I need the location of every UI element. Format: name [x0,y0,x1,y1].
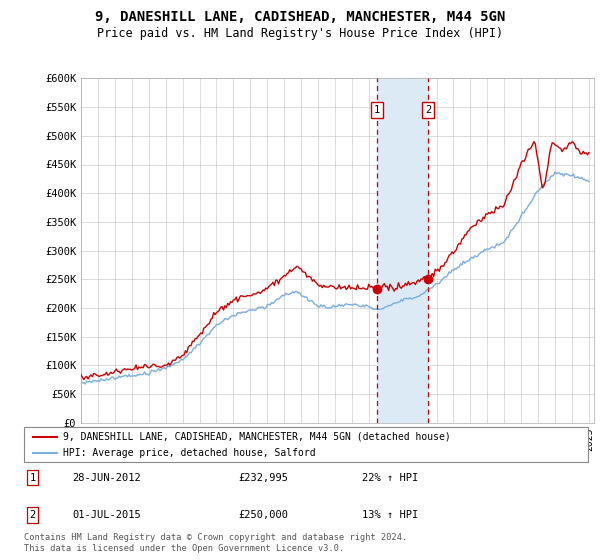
Text: 13% ↑ HPI: 13% ↑ HPI [362,510,419,520]
Text: Contains HM Land Registry data © Crown copyright and database right 2024.
This d: Contains HM Land Registry data © Crown c… [24,533,407,553]
Text: 22% ↑ HPI: 22% ↑ HPI [362,473,419,483]
Text: Price paid vs. HM Land Registry's House Price Index (HPI): Price paid vs. HM Land Registry's House … [97,27,503,40]
Text: 9, DANESHILL LANE, CADISHEAD, MANCHESTER, M44 5GN (detached house): 9, DANESHILL LANE, CADISHEAD, MANCHESTER… [64,432,451,442]
Text: £250,000: £250,000 [238,510,289,520]
Text: 01-JUL-2015: 01-JUL-2015 [72,510,140,520]
Text: 28-JUN-2012: 28-JUN-2012 [72,473,140,483]
Text: 2: 2 [425,105,431,115]
Bar [377,78,428,423]
Text: 1: 1 [374,105,380,115]
Text: 9, DANESHILL LANE, CADISHEAD, MANCHESTER, M44 5GN: 9, DANESHILL LANE, CADISHEAD, MANCHESTER… [95,10,505,24]
Text: £232,995: £232,995 [238,473,289,483]
Text: 1: 1 [29,473,35,483]
Text: HPI: Average price, detached house, Salford: HPI: Average price, detached house, Salf… [64,448,316,458]
Text: 2: 2 [29,510,35,520]
